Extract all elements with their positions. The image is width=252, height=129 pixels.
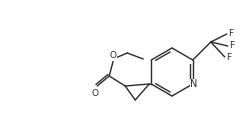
Text: N: N [190, 79, 198, 89]
Text: O: O [110, 51, 117, 61]
Text: O: O [92, 88, 99, 98]
Text: F: F [226, 53, 231, 62]
Text: F: F [228, 30, 233, 38]
Text: F: F [229, 42, 234, 50]
